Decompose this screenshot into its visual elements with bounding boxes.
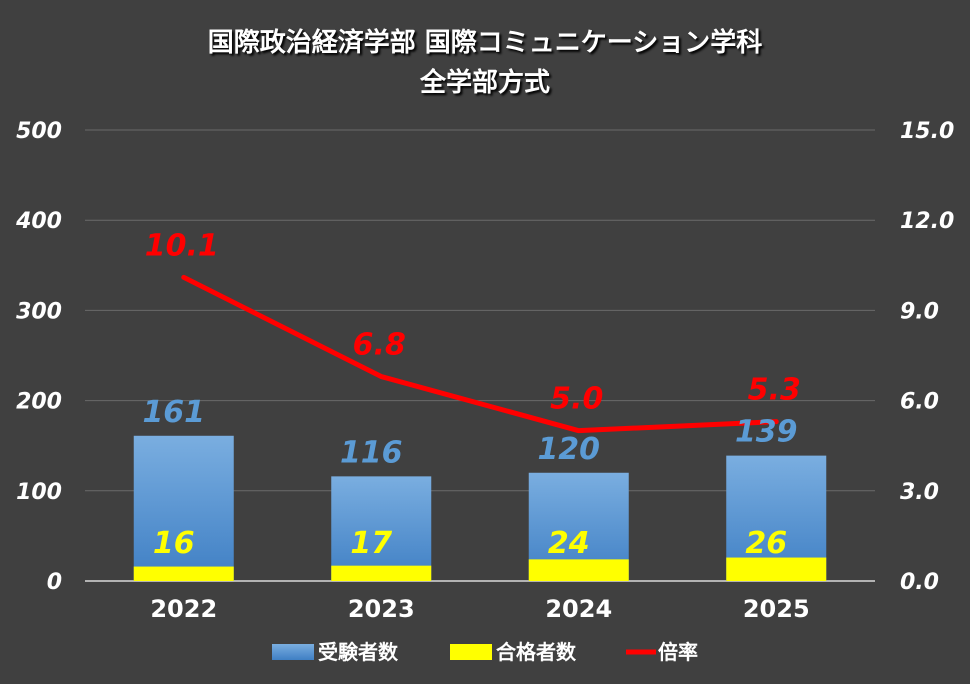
ratio-line <box>181 274 779 434</box>
x-category-label: 2023 <box>348 595 415 623</box>
passed-data-label: 26 <box>745 526 787 561</box>
applicants-data-label: 161 <box>142 395 205 430</box>
ratio-data-label: 10.1 <box>145 228 219 263</box>
applicants-data-label: 116 <box>340 435 403 470</box>
y-right-tick-label: 3.0 <box>900 480 939 505</box>
applicants-data-label: 120 <box>537 432 600 467</box>
legend-swatch <box>272 644 314 660</box>
y-left-tick-label: 500 <box>16 119 62 144</box>
passed-data-label: 16 <box>153 526 195 561</box>
chart-title: 国際政治経済学部 国際コミュニケーション学科 <box>207 28 763 58</box>
y-right-tick-label: 15.0 <box>900 119 954 144</box>
bar-passed <box>331 565 432 581</box>
bar-passed <box>528 559 629 581</box>
x-category-label: 2025 <box>743 595 810 623</box>
bar-applicants <box>331 476 432 581</box>
bar-passed <box>726 557 827 581</box>
x-category-label: 2024 <box>545 595 612 623</box>
chart-subtitle: 全学部方式 <box>419 68 550 98</box>
y-right-tick-label: 12.0 <box>900 209 954 234</box>
passed-data-label: 17 <box>350 526 392 561</box>
ratio-data-label: 5.3 <box>748 373 801 408</box>
ratio-data-label: 5.0 <box>550 382 603 417</box>
y-right-tick-label: 9.0 <box>900 299 939 324</box>
applicants-data-label: 139 <box>735 415 798 450</box>
bar-applicants <box>133 435 234 581</box>
y-left-tick-label: 0 <box>47 570 62 595</box>
y-right-tick-label: 0.0 <box>900 570 939 595</box>
y-left-tick-label: 200 <box>16 390 62 415</box>
ratio-data-label: 6.8 <box>353 328 406 363</box>
legend-swatch <box>450 644 492 660</box>
y-right-tick-label: 6.0 <box>900 390 939 415</box>
passed-data-label: 24 <box>548 526 590 561</box>
bar-passed <box>133 566 234 581</box>
y-left-tick-label: 300 <box>16 299 62 324</box>
y-left-tick-label: 400 <box>15 209 62 234</box>
legend-label: 受験者数 <box>318 640 399 664</box>
legend-label: 合格者数 <box>496 640 577 664</box>
x-category-label: 2022 <box>150 595 217 623</box>
legend-label: 倍率 <box>658 640 698 664</box>
y-left-tick-label: 100 <box>16 480 62 505</box>
